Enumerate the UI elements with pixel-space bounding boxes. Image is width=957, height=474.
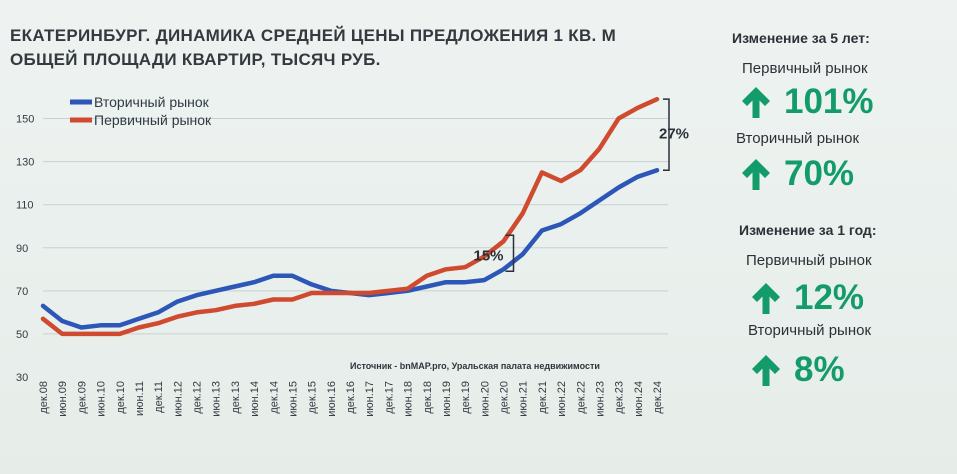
x-tick-labels: дек.08 июн.09 дек.09 июн.10 дек.10 июн.11 дек.… — [38, 381, 664, 417]
x-tick-label: дек.21 — [537, 381, 549, 414]
x-tick-label: июн.23 — [594, 381, 606, 417]
y-tick-label: 130 — [16, 157, 34, 169]
five-year-secondary-label: Вторичный рынок — [736, 130, 860, 147]
x-tick-label: дек.09 — [76, 381, 88, 414]
x-tick-label: июн.13 — [211, 381, 223, 417]
price-line-chart: 30 50 70 90 110 130 150 дек.08 июн.09 дек.09 июн.… — [16, 94, 689, 417]
x-tick-label: дек.13 — [230, 381, 242, 414]
y-tick-labels: 30 50 70 90 110 130 150 — [16, 114, 34, 384]
x-tick-label: дек.19 — [460, 381, 472, 414]
x-tick-label: дек.24 — [652, 381, 664, 414]
one-year-header: Изменение за 1 год: — [739, 222, 877, 238]
x-tick-label: июн.21 — [518, 381, 530, 417]
x-tick-label: июн.18 — [403, 381, 415, 417]
y-tick-label: 90 — [16, 243, 28, 255]
y-tick-label: 70 — [16, 286, 28, 298]
x-tick-label: дек.11 — [153, 381, 165, 413]
x-tick-label: июн.16 — [326, 381, 338, 417]
series-lines — [40, 96, 660, 337]
x-tick-label: дек.15 — [307, 381, 319, 414]
x-tick-label: дек.18 — [422, 381, 434, 414]
one-year-secondary-percent: 8% — [794, 350, 845, 389]
up-arrow-icon — [742, 159, 770, 190]
one-year-secondary-value: 8% — [750, 350, 845, 390]
x-tick-label: июн.19 — [441, 381, 453, 417]
five-year-header: Изменение за 5 лет: — [732, 30, 870, 46]
y-tick-label: 150 — [16, 114, 34, 126]
series-line-primary — [40, 96, 660, 337]
y-tick-label: 50 — [16, 329, 28, 341]
x-tick-label: дек.12 — [192, 381, 204, 414]
x-tick-label: дек.23 — [614, 381, 626, 414]
x-tick-label: дек.08 — [38, 381, 50, 414]
x-tick-label: июн.24 — [633, 381, 645, 417]
annotations: 15% 27% — [474, 98, 689, 273]
up-arrow-icon — [752, 355, 780, 386]
bracket-2024 — [663, 98, 670, 171]
five-year-secondary-percent: 70% — [784, 154, 855, 193]
x-tick-label: дек.20 — [499, 381, 511, 414]
gap-label-2020: 15% — [474, 247, 504, 264]
grid-lines — [43, 118, 668, 335]
x-tick-label: июн.14 — [249, 381, 261, 417]
one-year-primary-label: Первичный рынок — [746, 252, 872, 269]
five-year-primary-value: 101% — [740, 82, 874, 122]
chart-title-line-1: ЕКАТЕРИНБУРГ. ДИНАМИКА СРЕДНЕЙ ЦЕНЫ ПРЕД… — [10, 26, 617, 45]
legend: Вторичный рынок Первичный рынок — [70, 94, 212, 128]
x-tick-label: июн.11 — [134, 381, 146, 416]
x-tick-label: июн.09 — [57, 381, 69, 417]
x-tick-label: июн.10 — [96, 381, 108, 417]
x-tick-label: июн.12 — [172, 381, 184, 417]
gap-label-2024: 27% — [659, 126, 689, 143]
x-tick-label: дек.17 — [383, 381, 395, 414]
x-tick-label: дек.10 — [115, 381, 127, 414]
chart-title: ЕКАТЕРИНБУРГ. ДИНАМИКА СРЕДНЕЙ ЦЕНЫ ПРЕД… — [10, 24, 700, 72]
chart-title-line-2: ОБЩЕЙ ПЛОЩАДИ КВАРТИР, ТЫСЯЧ РУБ. — [10, 50, 381, 69]
x-tick-label: июн.20 — [479, 381, 491, 417]
one-year-primary-percent: 12% — [794, 278, 865, 317]
five-year-secondary-value: 70% — [740, 154, 854, 194]
one-year-secondary-label: Вторичный рынок — [748, 322, 872, 339]
x-tick-label: дек.16 — [345, 381, 357, 414]
one-year-primary-value: 12% — [750, 278, 864, 318]
five-year-primary-label: Первичный рынок — [742, 60, 868, 77]
source-note: Источник - bnMAP.pro, Уральская палата н… — [350, 361, 600, 371]
summary-panel: Изменение за 5 лет: Первичный рынок 101%… — [712, 0, 957, 474]
legend-label-primary: Первичный рынок — [94, 112, 212, 128]
x-tick-label: дек.14 — [268, 381, 280, 414]
x-tick-label: июн.17 — [364, 381, 376, 417]
up-arrow-icon — [742, 87, 770, 118]
bracket-2020 — [505, 234, 515, 273]
legend-label-secondary: Вторичный рынок — [94, 94, 210, 110]
x-tick-label: дек.22 — [575, 381, 587, 414]
five-year-primary-percent: 101% — [784, 82, 874, 121]
up-arrow-icon — [752, 283, 780, 314]
x-tick-label: июн.22 — [556, 381, 568, 417]
x-tick-label: июн.15 — [287, 381, 299, 417]
series-line-secondary — [40, 167, 660, 330]
y-tick-label: 110 — [16, 200, 34, 212]
y-tick-label: 30 — [16, 372, 28, 384]
